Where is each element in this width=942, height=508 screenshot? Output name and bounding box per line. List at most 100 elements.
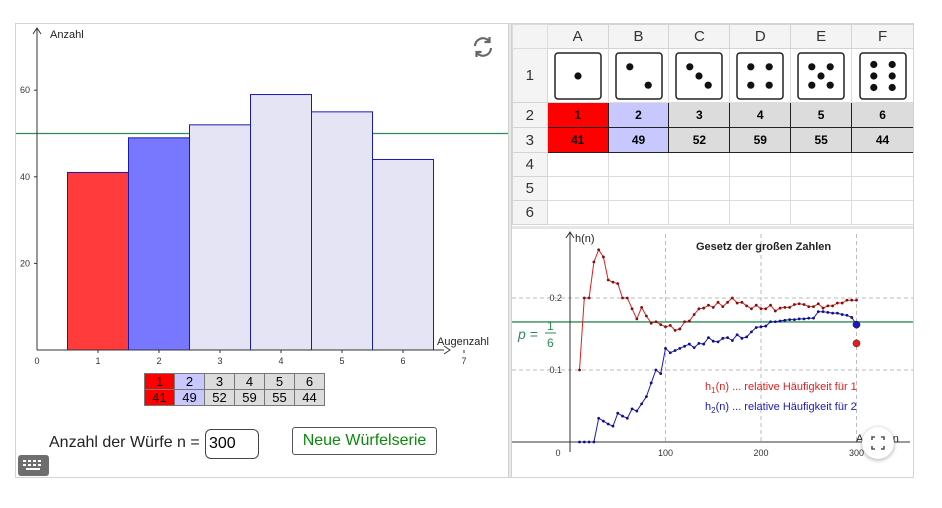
face-cell-d2[interactable]: 4 <box>729 102 792 128</box>
freq-face-cell: 5 <box>264 373 295 390</box>
histogram-y-tick-label: 40 <box>20 172 30 182</box>
row-header-5[interactable]: 5 <box>512 176 548 201</box>
die-pip <box>765 62 774 70</box>
histogram-x-tick-label: 1 <box>95 356 100 364</box>
spreadsheet-corner[interactable] <box>512 24 548 49</box>
row-header-2[interactable]: 2 <box>512 102 548 128</box>
column-header-e[interactable]: E <box>790 24 853 49</box>
empty-cell[interactable] <box>668 152 731 177</box>
empty-cell[interactable] <box>546 152 609 177</box>
series-point-h1 <box>807 305 811 309</box>
die-cell-4[interactable] <box>729 48 792 103</box>
freq-count-cell: 41 <box>144 389 175 406</box>
column-header-d[interactable]: D <box>729 24 792 49</box>
face-cell-f2[interactable]: 6 <box>851 102 913 128</box>
series-point-h2 <box>707 336 710 339</box>
empty-cell[interactable] <box>790 200 853 225</box>
series-point-h2 <box>592 440 596 444</box>
p-label-prefix: p = <box>517 326 538 342</box>
row-header-3[interactable]: 3 <box>512 127 548 153</box>
empty-cell[interactable] <box>851 152 913 177</box>
face-cell-b2[interactable]: 2 <box>607 102 670 128</box>
spreadsheet-row-3: 3 41 49 52 59 55 44 <box>512 127 913 153</box>
empty-cell[interactable] <box>851 176 913 201</box>
count-cell-a3[interactable]: 41 <box>546 127 609 153</box>
throw-count-input[interactable] <box>205 429 259 459</box>
row-header-6[interactable]: 6 <box>512 200 548 225</box>
die-cell-2[interactable] <box>607 48 670 103</box>
row-header-4[interactable]: 4 <box>512 152 548 177</box>
fullscreen-icon[interactable] <box>862 427 894 459</box>
series-point-h1 <box>716 300 720 304</box>
histogram-x-tick-label: 2 <box>156 356 161 364</box>
histogram-x-tick-label: 5 <box>339 356 344 364</box>
series-point-h1 <box>602 255 605 259</box>
series-point-h2 <box>831 311 835 315</box>
refresh-icon[interactable] <box>471 35 495 59</box>
die-cell-1[interactable] <box>546 48 609 103</box>
count-cell-e3[interactable]: 55 <box>790 127 853 153</box>
histogram-y-tick-label: 60 <box>20 85 30 95</box>
empty-cell[interactable] <box>729 176 792 201</box>
series-point-h1 <box>582 296 586 300</box>
empty-cell[interactable] <box>790 152 853 177</box>
die-pip <box>765 81 774 89</box>
count-cell-b3[interactable]: 49 <box>607 127 670 153</box>
series-point-h1 <box>831 304 835 308</box>
face-cell-c2[interactable]: 3 <box>668 102 731 128</box>
empty-cell[interactable] <box>607 200 670 225</box>
series-point-h2 <box>673 349 677 352</box>
empty-cell[interactable] <box>668 200 731 225</box>
series-point-h2 <box>711 339 715 343</box>
column-header-a[interactable]: A <box>546 24 609 49</box>
row-header-1[interactable]: 1 <box>512 48 548 103</box>
face-cell-a2[interactable]: 1 <box>546 102 609 128</box>
end-marker-point <box>852 339 861 348</box>
empty-cell[interactable] <box>546 176 609 201</box>
series-point-h1 <box>750 307 753 311</box>
empty-cell[interactable] <box>729 200 792 225</box>
series-point-h2 <box>659 372 663 375</box>
pane-divider[interactable] <box>508 24 512 477</box>
empty-cell[interactable] <box>607 176 670 201</box>
empty-cell[interactable] <box>851 200 913 225</box>
histogram-bar <box>372 158 434 351</box>
right-pane: A B C D E F 1 2 1 2 3 4 <box>512 24 913 477</box>
empty-cell[interactable] <box>607 152 670 177</box>
empty-cell[interactable] <box>668 176 731 201</box>
series-point-h1 <box>702 306 706 310</box>
count-cell-f3[interactable]: 44 <box>851 127 913 153</box>
legend-h2-text: (n) ... relative Häufigkeit für 2 <box>716 401 857 413</box>
series-point-h1 <box>592 260 596 264</box>
freq-face-cell: 2 <box>174 373 205 390</box>
die-pip <box>888 83 896 91</box>
column-header-f[interactable]: F <box>851 24 913 49</box>
series-point-h1 <box>726 300 729 304</box>
series-point-h2 <box>645 395 648 399</box>
series-point-h2 <box>783 318 787 322</box>
empty-cell[interactable] <box>546 200 609 225</box>
series-point-h1 <box>711 305 715 309</box>
die-cell-5[interactable] <box>790 48 853 103</box>
keyboard-icon[interactable] <box>18 455 49 476</box>
series-point-h1 <box>730 296 734 300</box>
series-point-h1 <box>635 317 639 321</box>
die-pip <box>695 71 703 80</box>
empty-cell[interactable] <box>729 152 792 177</box>
series-point-h1 <box>754 303 758 307</box>
histogram-x-label: Augenzahl <box>437 336 489 348</box>
count-cell-c3[interactable]: 52 <box>668 127 731 153</box>
series-point-h2 <box>621 414 624 418</box>
empty-cell[interactable] <box>790 176 853 201</box>
series-point-h1 <box>821 306 825 310</box>
series-point-h2 <box>587 440 591 444</box>
column-header-c[interactable]: C <box>668 24 731 49</box>
face-cell-e2[interactable]: 5 <box>790 102 853 128</box>
die-cell-3[interactable] <box>668 48 731 103</box>
new-series-button[interactable]: Neue Würfelserie <box>292 427 437 455</box>
spreadsheet-row-1: 1 <box>512 48 913 103</box>
view-divider[interactable] <box>512 226 913 229</box>
column-header-b[interactable]: B <box>607 24 670 49</box>
count-cell-d3[interactable]: 59 <box>729 127 792 153</box>
die-cell-6[interactable] <box>851 48 913 103</box>
